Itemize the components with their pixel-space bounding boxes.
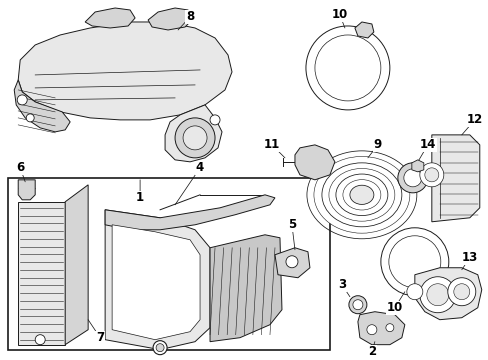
Circle shape [447, 278, 475, 306]
Text: 4: 4 [196, 161, 204, 174]
Circle shape [366, 325, 376, 335]
Circle shape [406, 284, 422, 300]
Text: 7: 7 [96, 331, 104, 344]
Text: 8: 8 [185, 10, 194, 23]
Circle shape [183, 126, 206, 150]
Text: 1: 1 [136, 191, 144, 204]
Polygon shape [105, 210, 210, 350]
Circle shape [210, 115, 220, 125]
Circle shape [314, 35, 380, 101]
Ellipse shape [328, 168, 394, 221]
Text: 9: 9 [373, 138, 381, 151]
Circle shape [17, 95, 27, 105]
Ellipse shape [342, 180, 380, 210]
Circle shape [35, 335, 45, 345]
Polygon shape [105, 195, 274, 230]
Polygon shape [18, 22, 231, 120]
Circle shape [397, 163, 427, 193]
Ellipse shape [349, 185, 373, 204]
Circle shape [388, 236, 440, 288]
Circle shape [419, 163, 443, 187]
Circle shape [419, 277, 455, 313]
Circle shape [285, 256, 297, 268]
Text: 13: 13 [461, 251, 477, 264]
Polygon shape [274, 248, 309, 278]
Text: 12: 12 [466, 113, 482, 126]
Circle shape [380, 228, 448, 296]
Text: 14: 14 [419, 138, 435, 151]
Circle shape [426, 284, 448, 306]
Text: 11: 11 [264, 138, 280, 151]
Polygon shape [294, 145, 334, 180]
Circle shape [453, 284, 469, 300]
Text: 5: 5 [287, 218, 295, 231]
Polygon shape [148, 8, 192, 30]
Text: 6: 6 [16, 161, 24, 174]
Circle shape [424, 168, 438, 182]
Circle shape [348, 296, 366, 314]
Polygon shape [414, 268, 481, 320]
Polygon shape [429, 284, 446, 298]
Circle shape [385, 324, 393, 332]
Circle shape [305, 26, 389, 110]
Text: 2: 2 [367, 345, 375, 358]
Polygon shape [14, 80, 70, 132]
Circle shape [26, 114, 34, 122]
Circle shape [175, 118, 215, 158]
Text: 10: 10 [331, 9, 347, 22]
Circle shape [403, 169, 421, 187]
Text: 3: 3 [337, 278, 346, 291]
Polygon shape [431, 135, 479, 222]
Polygon shape [411, 160, 423, 172]
Text: 10: 10 [386, 301, 402, 314]
Bar [8, 178, 329, 350]
Polygon shape [85, 8, 135, 28]
Polygon shape [165, 105, 222, 162]
Polygon shape [354, 22, 373, 38]
Ellipse shape [313, 157, 409, 233]
Circle shape [156, 344, 164, 352]
Polygon shape [18, 202, 65, 345]
Polygon shape [65, 185, 88, 345]
Polygon shape [210, 235, 282, 342]
Circle shape [153, 341, 167, 355]
Polygon shape [18, 180, 35, 200]
Circle shape [352, 300, 362, 310]
Polygon shape [357, 312, 404, 345]
Polygon shape [112, 225, 200, 340]
